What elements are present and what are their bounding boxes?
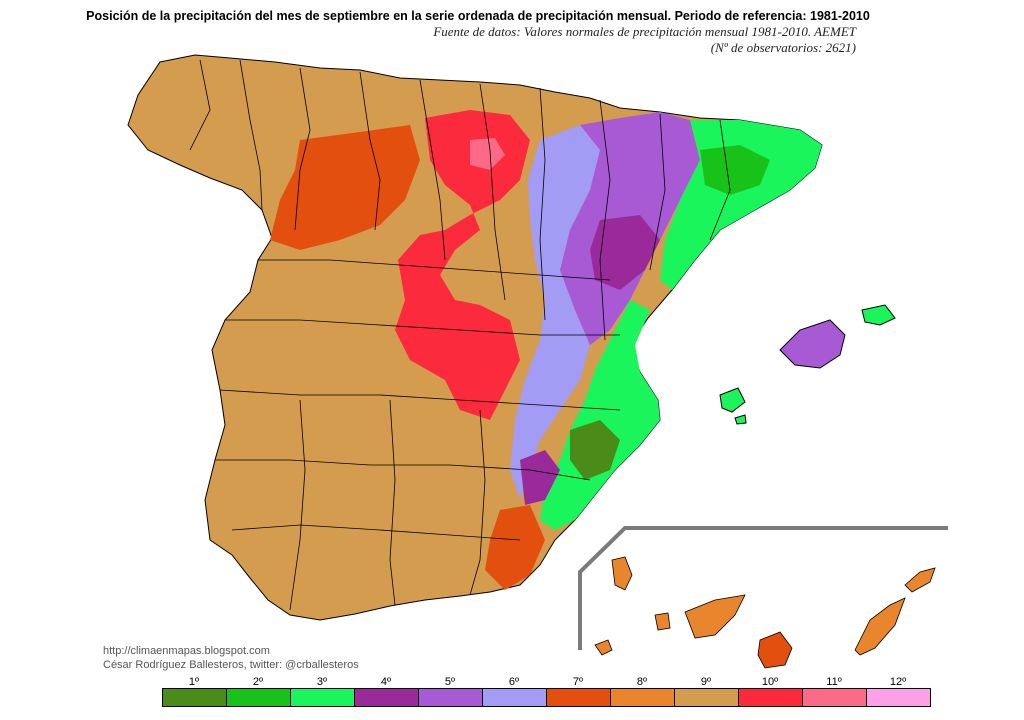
island-ibiza [719,387,746,413]
island-la-gomera [654,612,671,631]
legend-label: 9º [700,676,712,688]
region-3rd-catalonia [660,120,822,290]
island-la-palma [611,556,633,591]
island-menorca [861,304,896,326]
legend-swatch [483,689,547,706]
region-4th-murcia [520,450,560,505]
region-7th-northwest [270,125,420,250]
observatory-count-line: (Nº de observatorios: 2621) [710,40,856,55]
legend-swatch [675,689,739,706]
legend-swatch [867,689,930,706]
legend-label: 8º [636,676,648,688]
map-title: Posición de la precipitación del mes de … [86,9,870,23]
legend-swatch [739,689,803,706]
map-subtitle: Fuente de datos: Valores normales de pre… [433,24,856,56]
author-credit: César Rodríguez Ballesteros, twitter: @c… [103,659,359,671]
legend: 1º 2º 3º 4º 5º 6º 7º 8º 9º 10º 11º 12º [162,676,931,707]
island-mallorca [779,319,846,369]
legend-label: 1º [188,676,200,688]
legend-swatch [227,689,291,706]
legend-swatch [611,689,675,706]
legend-swatch [419,689,483,706]
island-formentera [734,414,747,425]
legend-label: 7º [572,676,584,688]
province-boundaries [189,59,731,611]
legend-label: 4º [380,676,392,688]
blog-url: http://climaenmapas.blogspot.com [103,645,270,657]
legend-swatch [163,689,227,706]
island-fuerteventura [854,597,906,656]
legend-label: 5º [444,676,456,688]
region-10th-center [395,110,530,420]
legend-swatch [547,689,611,706]
legend-swatches [162,688,931,707]
canary-inset-frame [578,526,948,650]
legend-label: 3º [316,676,328,688]
legend-labels: 1º 2º 3º 4º 5º 6º 7º 8º 9º 10º 11º 12º [162,676,931,688]
legend-label: 10º [761,676,779,688]
island-el-hierro [594,639,613,656]
legend-label: 11º [826,676,842,688]
legend-swatch [291,689,355,706]
island-lanzarote [904,567,936,593]
island-tenerife [684,594,746,639]
data-source-line: Fuente de datos: Valores normales de pre… [433,24,856,39]
region-3rd-valencia [540,300,660,530]
region-2nd-catalonia [700,145,770,195]
region-11th-spot [470,138,505,170]
legend-label: 6º [508,676,520,688]
island-gran-canaria [757,631,793,669]
region-4th-teruel [590,215,660,290]
legend-label: 2º [252,676,264,688]
legend-swatch [355,689,419,706]
region-1st-alicante [570,420,620,480]
legend-swatch [803,689,867,706]
region-6th-east [510,125,600,500]
region-7th-almeria [485,505,545,590]
legend-label: 12º [889,676,907,688]
